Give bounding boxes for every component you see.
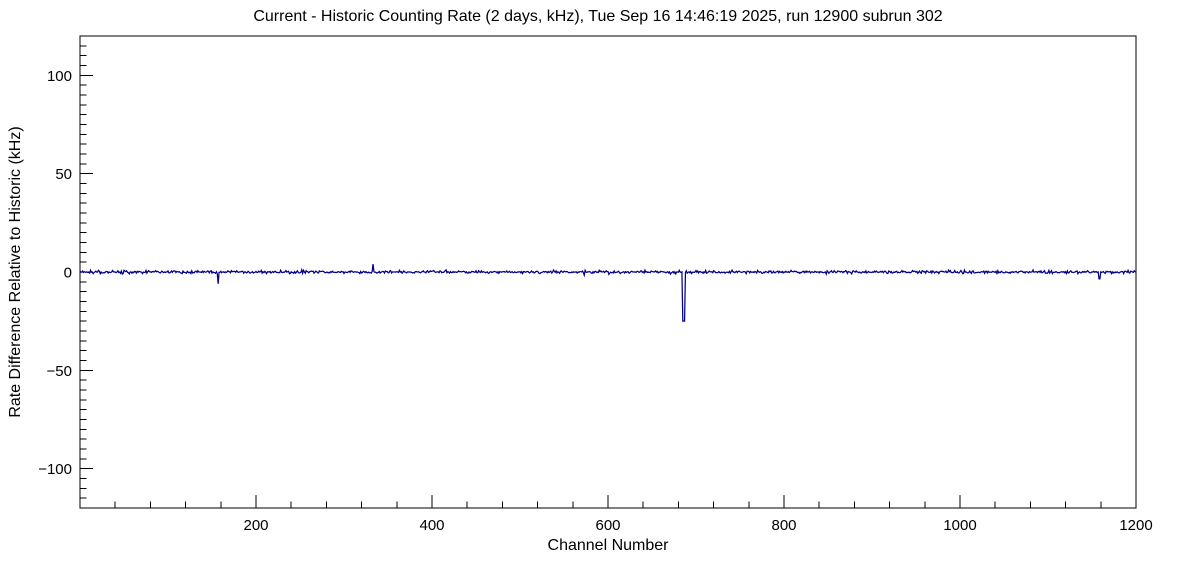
x-axis-title: Channel Number	[547, 537, 669, 554]
y-tick-label: 0	[64, 265, 72, 282]
x-tick-label: 400	[419, 517, 444, 534]
y-tick-label: −50	[47, 363, 72, 380]
y-tick-label: 50	[55, 166, 72, 183]
data-series-line	[79, 264, 1137, 322]
x-tick-label: 1000	[943, 517, 976, 534]
y-tick-label: 100	[47, 68, 72, 85]
x-tick-label: 600	[595, 517, 620, 534]
y-tick-label: −100	[38, 461, 72, 478]
x-tick-label: 1200	[1119, 517, 1152, 534]
x-tick-label: 800	[771, 517, 796, 534]
chart-title: Current - Historic Counting Rate (2 days…	[253, 8, 943, 25]
x-tick-label: 200	[243, 517, 268, 534]
